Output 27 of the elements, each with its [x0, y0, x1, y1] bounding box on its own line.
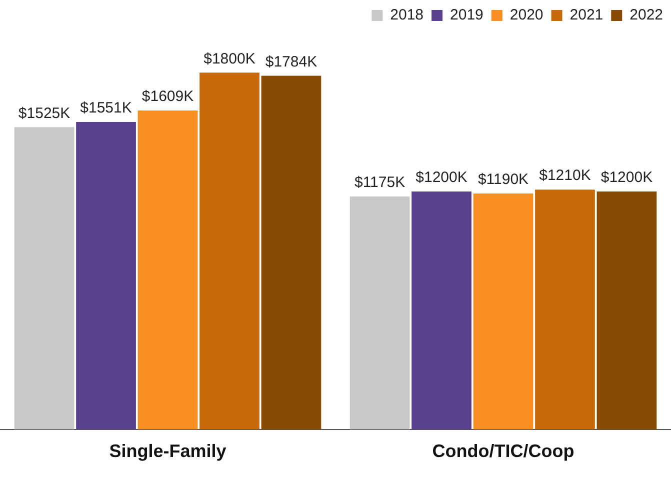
x-tick-label: Single-Family	[109, 441, 226, 462]
data-label: $1551K	[80, 100, 132, 117]
bar	[261, 76, 322, 430]
bar	[412, 192, 472, 430]
legend-label: 2022	[630, 6, 664, 24]
data-label: $1190K	[478, 171, 529, 188]
legend-label: 2021	[570, 6, 604, 24]
data-label: $1200K	[600, 169, 653, 186]
data-label: $1200K	[416, 169, 468, 186]
data-label: $1175K	[354, 174, 406, 192]
x-tick-label: Condo/TIC/Coop	[432, 441, 574, 462]
data-label: $1784K	[265, 53, 318, 70]
data-label: $1800K	[204, 50, 256, 68]
data-label: $1609K	[142, 88, 194, 106]
bar	[535, 190, 595, 430]
bar	[596, 192, 657, 430]
bar	[76, 122, 136, 430]
data-label: $1210K	[539, 167, 591, 184]
bar	[473, 194, 534, 430]
data-label: $1525K	[18, 104, 70, 122]
bar	[14, 127, 74, 430]
legend-label: 2018	[390, 6, 424, 24]
bar	[200, 72, 260, 430]
legend-label: 2020	[510, 6, 544, 24]
bar	[350, 196, 410, 430]
legend-label: 2019	[450, 6, 484, 24]
bar	[138, 110, 198, 430]
